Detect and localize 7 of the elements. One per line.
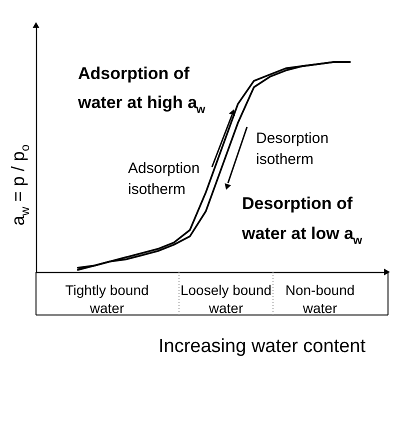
legend-label: Adsorption isotherm [128,160,200,198]
text: Tightly bound water [65,282,149,316]
text: Loosely bound water [180,282,272,316]
series-label: Desorption isotherm [256,130,329,168]
x-axis-title: Increasing water content [158,336,366,357]
text: Non-bound water [285,282,355,316]
y-axis-title: aw = p / po [8,144,32,226]
